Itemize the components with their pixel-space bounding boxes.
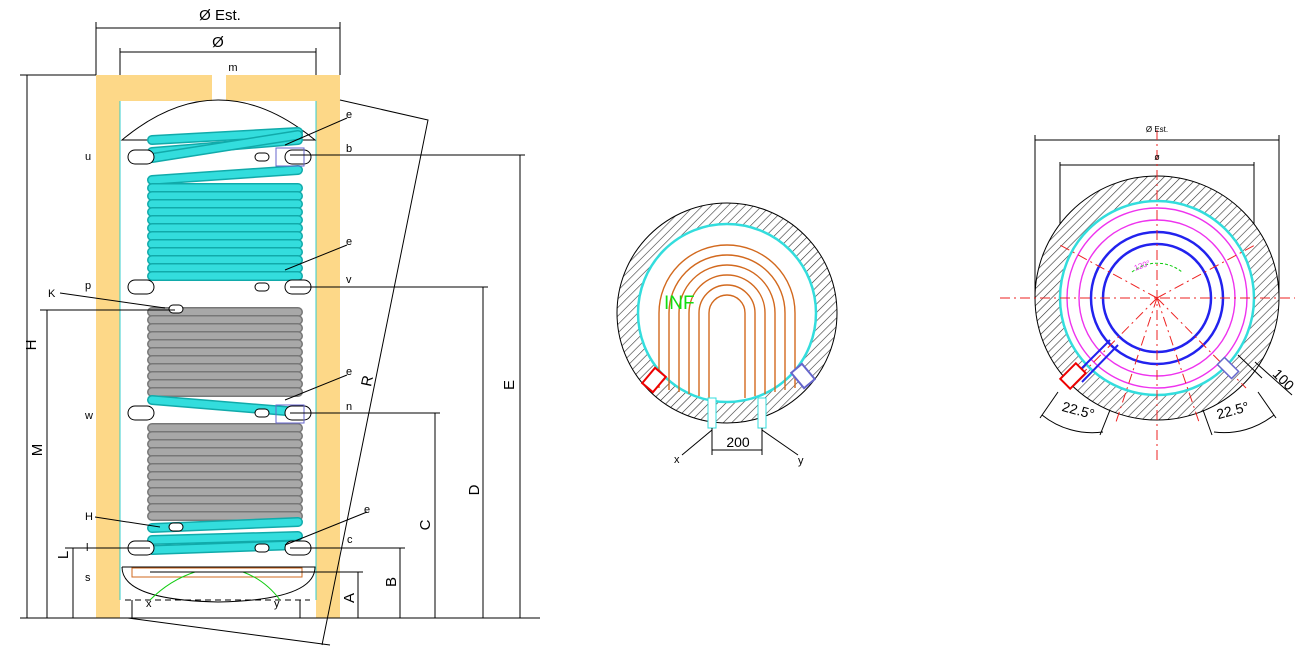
insulation-top [120,75,212,101]
tank-shell [636,222,818,404]
pipe [707,397,717,429]
nozzle [284,149,312,165]
coil-loop [668,254,786,390]
angle-arc [1131,262,1183,273]
label: Ø Est. [1146,125,1168,134]
coil-loop [678,264,776,392]
flange [789,362,817,390]
nozzles [127,147,312,601]
tank-elevation: Ø Est. Ø m e e e e u b p v K w n H l s c… [20,7,540,646]
nozzle [127,279,155,295]
label: s [85,572,91,584]
label: c [347,534,353,546]
coil-loop [708,294,746,398]
nozzle [127,149,155,165]
label: K [48,288,56,300]
label: m [228,62,237,74]
angle-dimensions [1039,354,1293,436]
coil-turn [148,166,302,184]
dimension-label: R [358,374,377,388]
label: e [346,109,352,121]
label: H [85,511,93,523]
label: u [85,151,91,163]
center-lines [1000,130,1295,460]
pipe-dimension [681,428,799,456]
label: 22.5° [1060,398,1096,422]
bottom-cap [121,566,316,603]
right-dimensions [150,154,525,618]
insulation-right [316,75,340,618]
coil-turn [148,128,302,144]
label: e [364,504,370,516]
insulation-left [96,75,120,618]
coils [147,127,303,555]
dimension-label: M [29,444,46,457]
flange [1058,361,1088,391]
coil-turn [148,131,302,162]
flange [640,366,668,394]
plan-view: INF 200 x y [616,202,838,467]
coil-spiral [658,244,796,398]
leader-lines [59,117,368,546]
diameter-dimension [95,22,341,75]
label: x [674,454,680,466]
dimension-label: H [23,340,40,351]
label: Ø Est. [199,7,241,24]
label: y [274,598,280,610]
label: 100 [1270,366,1295,394]
label: ø [1154,152,1160,162]
coil-loop [698,284,756,396]
label: n [346,401,352,413]
dimension-label: C [417,519,434,530]
section-view: Ø Est. ø 120° 22.5° 22.5° 100 [1000,125,1295,460]
sensor-well [254,408,270,418]
coil-turn [148,532,302,544]
dimension-label: D [466,484,483,495]
dimension-label: B [383,577,400,587]
dimension-label: E [501,380,518,390]
coil-loop [688,274,766,394]
pipe [757,397,767,429]
label: 200 [726,434,750,450]
heater-leads [149,571,281,601]
coil-turn [148,541,302,554]
sensor-well [168,304,184,314]
dimension-label: L [55,551,72,559]
insulation-top [226,75,316,101]
sensor-well [254,543,270,553]
flange [1216,356,1240,380]
sensor-well [168,522,184,532]
coil-loop [658,244,796,388]
flange [275,147,305,167]
label: e [346,236,352,248]
coil-turn [148,396,302,416]
label: b [346,143,352,155]
label: y [798,455,804,467]
sensor-well [254,152,270,162]
diagonal-dimension [127,99,429,646]
nozzle [127,405,155,421]
label: Ø [212,34,224,51]
dimension-label: A [341,593,358,603]
label: v [346,274,352,286]
sensor-well [254,282,270,292]
label: e [346,366,352,378]
flange [275,404,305,424]
left-dimensions [20,74,175,618]
label: x [146,598,152,610]
label: w [84,410,93,422]
label: p [85,280,91,292]
label: l [86,542,88,554]
label: INF [664,293,695,314]
